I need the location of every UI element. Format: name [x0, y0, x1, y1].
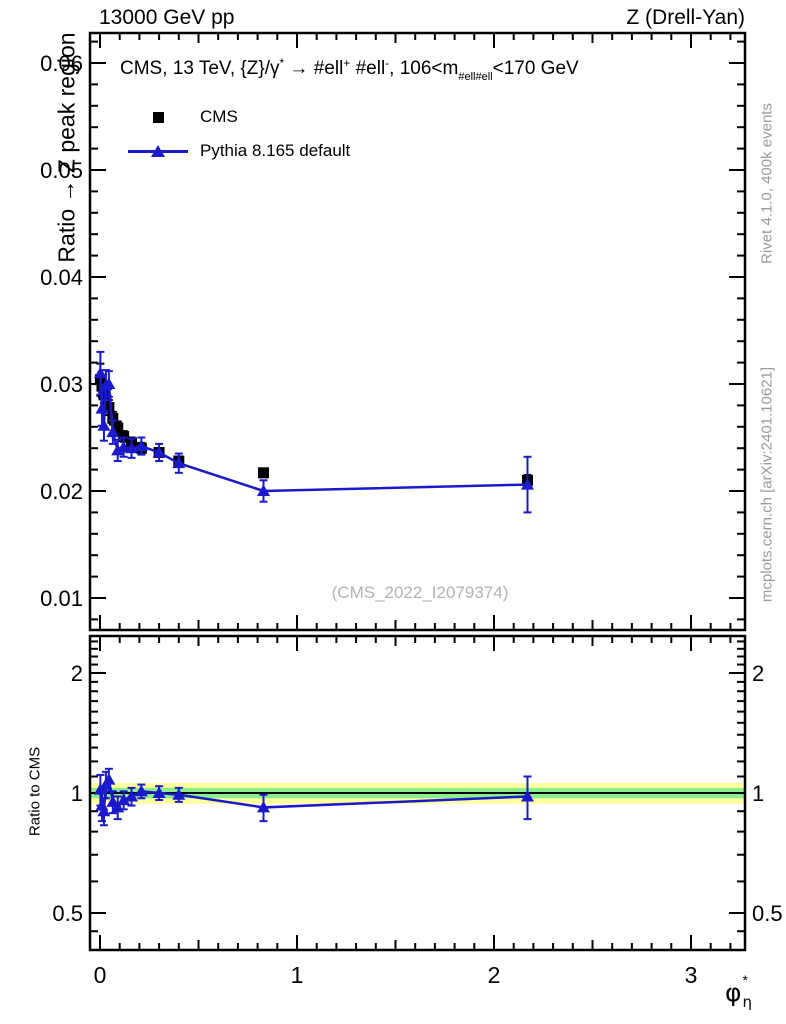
cms-square-marker-icon: [128, 111, 188, 123]
title-part: #ell: [350, 58, 386, 79]
title-sup: -: [385, 56, 390, 70]
title-sup: +: [343, 56, 351, 70]
ratio-uncertainty-band: [90, 782, 745, 804]
legend-entry-cms: CMS: [128, 107, 238, 127]
phi-symbol: φ: [725, 978, 742, 1007]
tick-label: 2: [752, 661, 764, 686]
tick-labels: 0.01 0.02 0.03 0.04 0.05 0.06 0.5 0.5 1 1 2 2 0 1 2 3: [40, 51, 782, 988]
tick-label: 2: [488, 962, 501, 988]
tick-label: 0.03: [40, 372, 83, 397]
tick-label: 0.05: [40, 158, 83, 183]
tick-label: 0.06: [40, 51, 83, 76]
header-process: Z (Drell-Yan): [626, 6, 745, 29]
tick-label: 2: [71, 661, 83, 686]
plot-frames: [88, 31, 747, 952]
legend-cms-label: CMS: [200, 107, 238, 126]
tick-label: 0.5: [52, 901, 83, 926]
pythia-series: [93, 350, 534, 514]
main-y-axis-label: Ratio → Z peak region: [53, 32, 80, 263]
phi-superscript: *: [742, 972, 748, 988]
x-axis-label: φ * η: [725, 973, 752, 1010]
axis-ticks: [90, 33, 745, 950]
tick-label: 3: [685, 962, 698, 988]
title-sup: *: [279, 56, 285, 70]
tick-label: 0.01: [40, 586, 83, 611]
pythia-triangle-marker-icon: [128, 145, 188, 157]
title-sub: #ell#ell: [458, 71, 493, 83]
title-part: <170 GeV: [492, 58, 579, 79]
title-part: → #ell: [284, 58, 344, 79]
cms-series: [94, 362, 533, 487]
tick-label: 1: [71, 781, 83, 806]
tick-label: 0: [94, 962, 107, 988]
tick-label: 1: [291, 962, 304, 988]
mcplots-arxiv-note: mcplots.cern.ch [arXiv:2401.10621]: [758, 366, 776, 603]
phi-star-eta-stack: * η: [742, 972, 753, 1011]
title-part: , 106<m: [389, 58, 459, 79]
rivet-version-note: Rivet 4.1.0, 400k events: [758, 103, 776, 264]
legend-pythia-label: Pythia 8.165 default: [200, 141, 351, 160]
tick-label: 1: [752, 781, 764, 806]
analysis-watermark: (CMS_2022_I2079374): [331, 583, 509, 602]
title-part: CMS, 13 TeV, {Z}/γ: [120, 58, 280, 79]
ratio-y-axis-label: Ratio to CMS: [26, 746, 44, 837]
tick-label: 0.02: [40, 479, 83, 504]
header-beam-energy: 13000 GeV pp: [99, 6, 235, 29]
legend-entry-pythia: Pythia 8.165 default: [128, 141, 350, 161]
ratio-series: [93, 767, 534, 827]
plot-title: CMS, 13 TeV, {Z}/γ* → #ell+ #ell-, 106<m…: [120, 56, 579, 83]
tick-label: 0.04: [40, 265, 83, 290]
phi-subscript: η: [742, 993, 753, 1011]
tick-label: 0.5: [752, 901, 783, 926]
